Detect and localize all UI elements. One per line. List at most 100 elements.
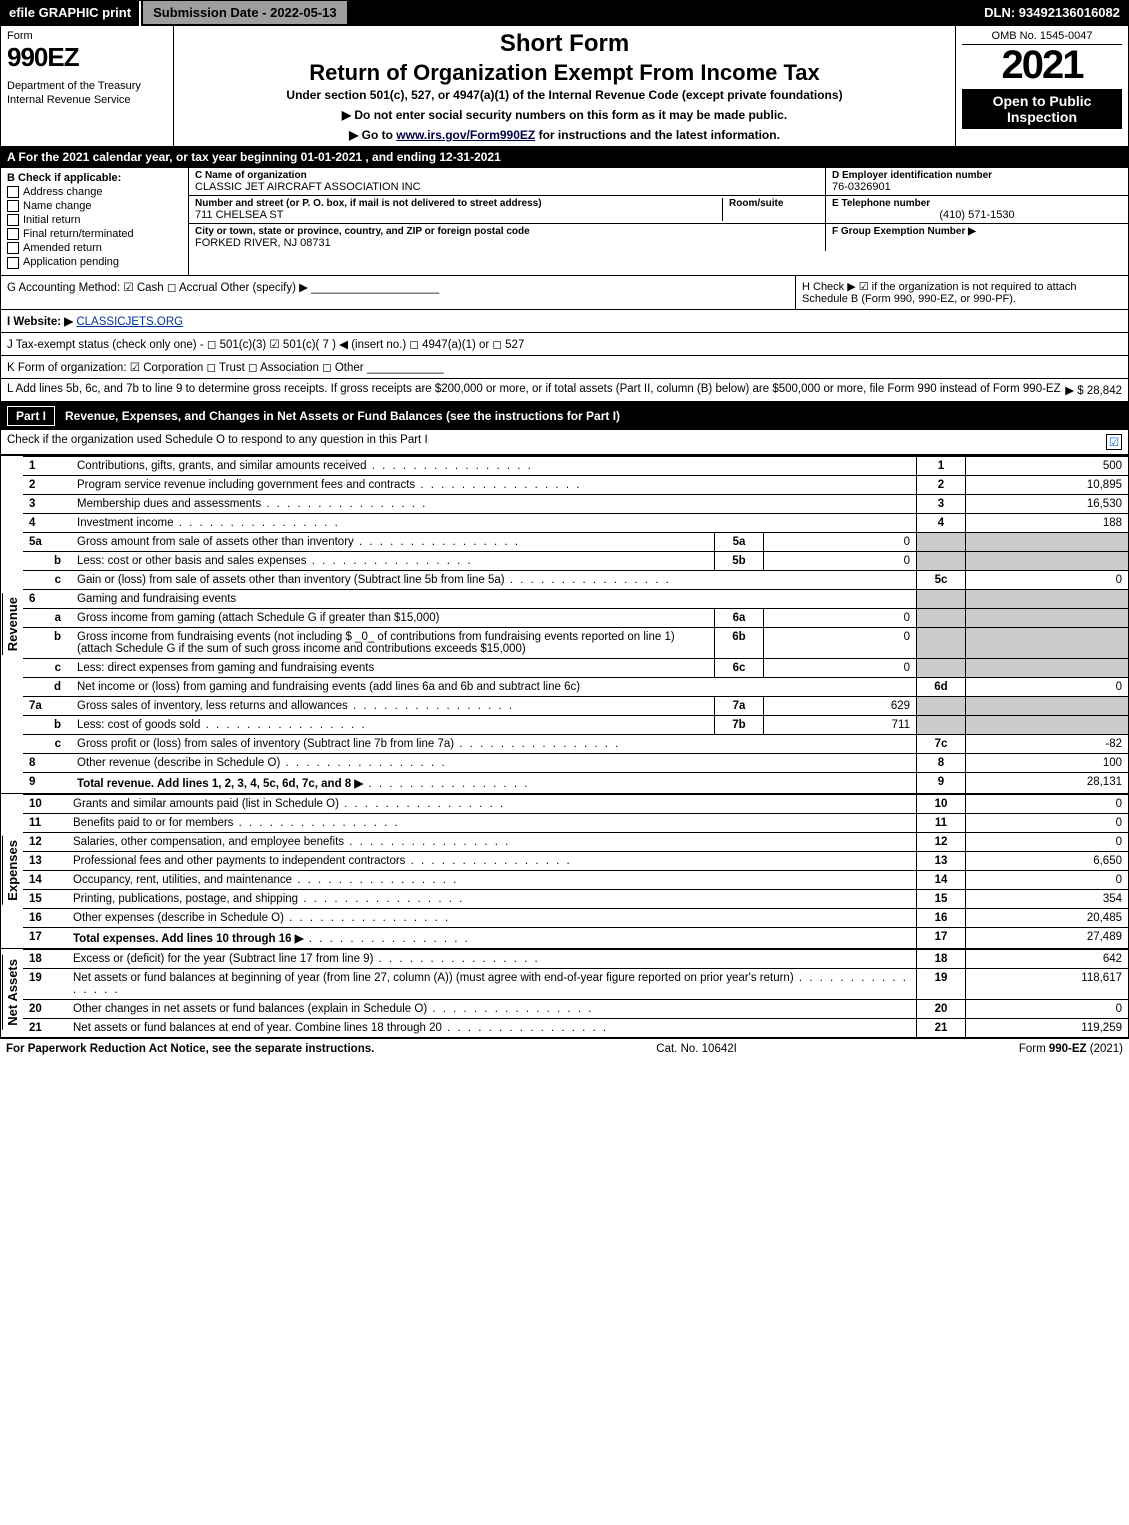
line-7a: 7aGross sales of inventory, less returns… [23, 696, 1128, 715]
val-16: 20,485 [966, 908, 1129, 927]
header: Form 990EZ Department of the Treasury In… [1, 26, 1128, 147]
cb-address-change[interactable]: Address change [7, 186, 182, 198]
top-bar: efile GRAPHIC print Submission Date - 20… [1, 1, 1128, 26]
cb-initial-return[interactable]: Initial return [7, 214, 182, 226]
expenses-section: Expenses 10Grants and similar amounts pa… [1, 793, 1128, 948]
line-13: 13Professional fees and other payments t… [23, 851, 1128, 870]
submission-date: Submission Date - 2022-05-13 [141, 1, 349, 26]
val-18: 642 [966, 949, 1129, 968]
row-a: A For the 2021 calendar year, or tax yea… [1, 147, 1128, 168]
line-7b: bLess: cost of goods sold7b711 [23, 715, 1128, 734]
val-13: 6,650 [966, 851, 1129, 870]
val-21: 119,259 [966, 1018, 1129, 1037]
line-10: 10Grants and similar amounts paid (list … [23, 794, 1128, 813]
tax-year: 2021 [962, 45, 1122, 85]
val-3: 16,530 [966, 494, 1129, 513]
footer: For Paperwork Reduction Act Notice, see … [0, 1038, 1129, 1059]
line-6c: cLess: direct expenses from gaming and f… [23, 658, 1128, 677]
val-10: 0 [966, 794, 1129, 813]
b-label: B Check if applicable: [7, 172, 182, 184]
expenses-label: Expenses [2, 836, 22, 905]
val-17: 27,489 [966, 927, 1129, 948]
gross-receipts: ▶ $ 28,842 [1065, 383, 1122, 397]
irs-link[interactable]: www.irs.gov/Form990EZ [396, 128, 535, 142]
line-19: 19Net assets or fund balances at beginni… [23, 968, 1128, 999]
line-8: 8Other revenue (describe in Schedule O)8… [23, 753, 1128, 772]
line-6a: aGross income from gaming (attach Schedu… [23, 608, 1128, 627]
part1-checkmark: ☑ [1106, 434, 1122, 450]
phone: (410) 571-1530 [832, 209, 1122, 221]
subtitle: Under section 501(c), 527, or 4947(a)(1)… [182, 88, 947, 102]
val-1: 500 [966, 456, 1129, 475]
note-ssn: ▶ Do not enter social security numbers o… [182, 108, 947, 122]
cb-name-change[interactable]: Name change [7, 200, 182, 212]
line-15: 15Printing, publications, postage, and s… [23, 889, 1128, 908]
header-right: OMB No. 1545-0047 2021 Open to Public In… [956, 26, 1128, 146]
netassets-label: Net Assets [2, 955, 22, 1030]
cell-street: Number and street (or P. O. box, if mail… [189, 196, 826, 223]
col-b: B Check if applicable: Address change Na… [1, 168, 189, 275]
netassets-table: 18Excess or (deficit) for the year (Subt… [23, 949, 1128, 1037]
val-4: 188 [966, 513, 1129, 532]
row-g: G Accounting Method: ☑ Cash ◻ Accrual Ot… [1, 276, 795, 309]
val-11: 0 [966, 813, 1129, 832]
line-2: 2Program service revenue including gover… [23, 475, 1128, 494]
row-h: H Check ▶ ☑ if the organization is not r… [795, 276, 1128, 309]
revenue-section: Revenue 1Contributions, gifts, grants, a… [1, 455, 1128, 793]
line-17: 17Total expenses. Add lines 10 through 1… [23, 927, 1128, 948]
title-return: Return of Organization Exempt From Incom… [182, 60, 947, 86]
line-5b: bLess: cost or other basis and sales exp… [23, 551, 1128, 570]
revenue-label: Revenue [2, 593, 22, 655]
header-center: Short Form Return of Organization Exempt… [174, 26, 956, 146]
footer-center: Cat. No. 10642I [656, 1043, 737, 1055]
val-6b: 0 [764, 627, 917, 658]
dln: DLN: 93492136016082 [976, 1, 1128, 26]
val-15: 354 [966, 889, 1129, 908]
line-16: 16Other expenses (describe in Schedule O… [23, 908, 1128, 927]
cb-amended-return[interactable]: Amended return [7, 242, 182, 254]
ein: 76-0326901 [832, 181, 1122, 193]
val-9: 28,131 [966, 772, 1129, 793]
line-20: 20Other changes in net assets or fund ba… [23, 999, 1128, 1018]
part1-header: Part I Revenue, Expenses, and Changes in… [1, 402, 1128, 430]
netassets-section: Net Assets 18Excess or (deficit) for the… [1, 948, 1128, 1037]
cell-f: F Group Exemption Number ▶ [826, 224, 1128, 251]
row-l: L Add lines 5b, 6c, and 7b to line 9 to … [1, 379, 1128, 402]
department: Department of the Treasury Internal Reve… [7, 79, 167, 108]
city: FORKED RIVER, NJ 08731 [195, 237, 819, 249]
title-short-form: Short Form [182, 30, 947, 58]
form-word: Form [7, 30, 167, 42]
val-6c: 0 [764, 658, 917, 677]
line-3: 3Membership dues and assessments316,530 [23, 494, 1128, 513]
line-6: 6Gaming and fundraising events [23, 589, 1128, 608]
org-name: CLASSIC JET AIRCRAFT ASSOCIATION INC [195, 181, 819, 193]
cell-e: E Telephone number (410) 571-1530 [826, 196, 1128, 223]
footer-right: Form 990-EZ (2021) [1019, 1043, 1123, 1055]
val-2: 10,895 [966, 475, 1129, 494]
val-8: 100 [966, 753, 1129, 772]
line-9: 9Total revenue. Add lines 1, 2, 3, 4, 5c… [23, 772, 1128, 793]
val-14: 0 [966, 870, 1129, 889]
revenue-table: 1Contributions, gifts, grants, and simil… [23, 456, 1128, 793]
expenses-table: 10Grants and similar amounts paid (list … [23, 794, 1128, 948]
row-i: I Website: ▶ CLASSICJETS.ORG [1, 310, 1128, 333]
note-goto: ▶ Go to www.irs.gov/Form990EZ for instru… [182, 128, 947, 142]
val-5c: 0 [966, 570, 1129, 589]
cb-application-pending[interactable]: Application pending [7, 256, 182, 268]
website-link[interactable]: CLASSICJETS.ORG [76, 316, 183, 328]
open-inspection: Open to Public Inspection [962, 89, 1122, 129]
line-5a: 5aGross amount from sale of assets other… [23, 532, 1128, 551]
street: 711 CHELSEA ST [195, 209, 722, 221]
cell-d: D Employer identification number 76-0326… [826, 168, 1128, 195]
line-4: 4Investment income4188 [23, 513, 1128, 532]
efile-label: efile GRAPHIC print [1, 1, 141, 26]
val-5b: 0 [764, 551, 917, 570]
line-21: 21Net assets or fund balances at end of … [23, 1018, 1128, 1037]
val-12: 0 [966, 832, 1129, 851]
line-5c: cGain or (loss) from sale of assets othe… [23, 570, 1128, 589]
line-11: 11Benefits paid to or for members110 [23, 813, 1128, 832]
form-number: 990EZ [7, 42, 167, 73]
row-k: K Form of organization: ☑ Corporation ◻ … [1, 356, 1128, 379]
cb-final-return[interactable]: Final return/terminated [7, 228, 182, 240]
cell-c-name: C Name of organization CLASSIC JET AIRCR… [189, 168, 826, 195]
